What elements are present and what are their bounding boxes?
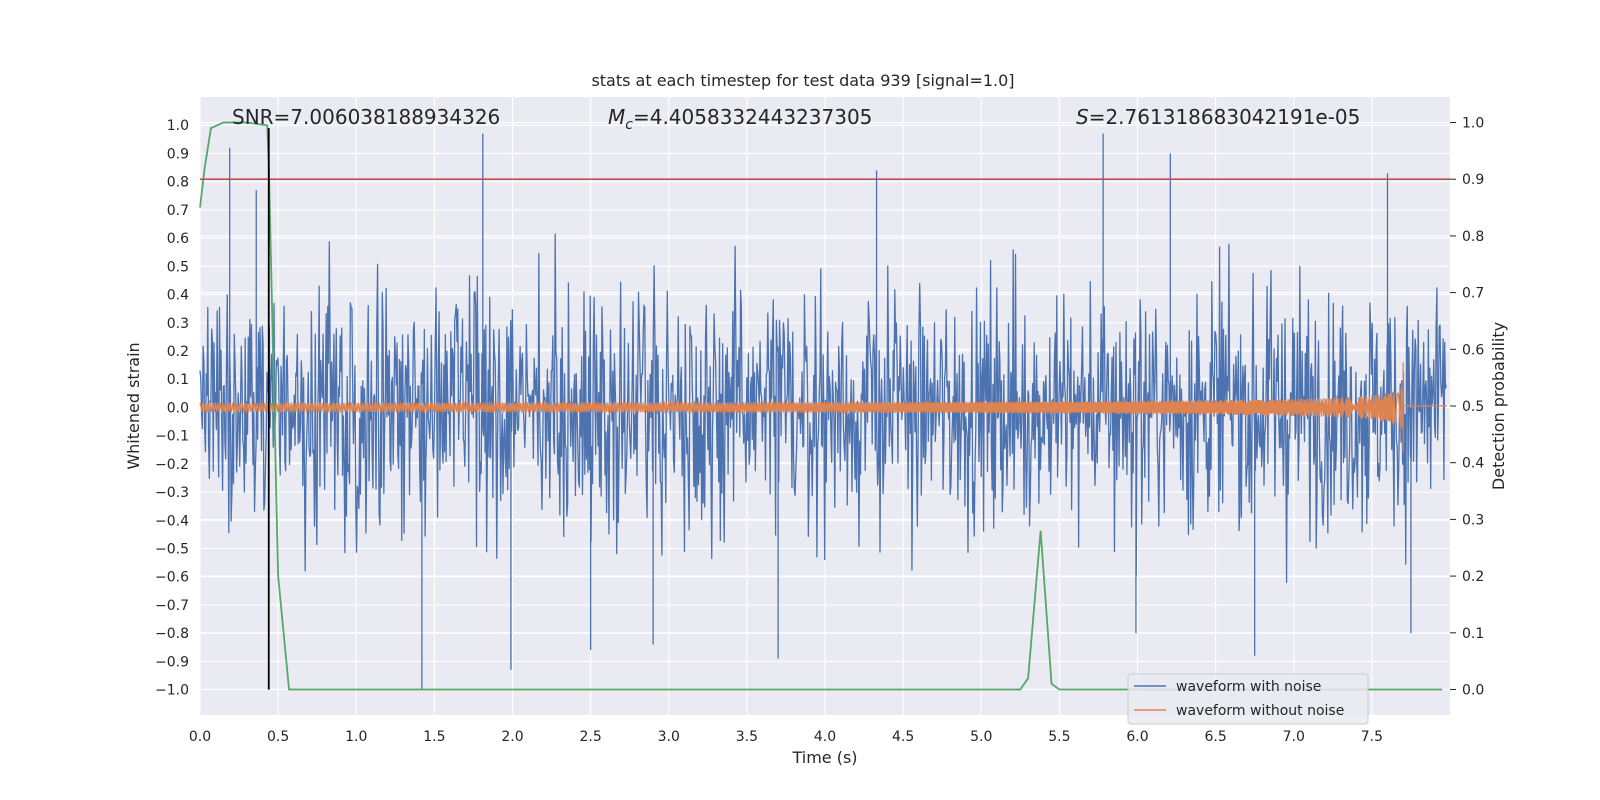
- y-right-tick-label: 0.3: [1462, 512, 1484, 528]
- y-left-tick-label: 1.0: [167, 118, 189, 134]
- y-left-tick-label: −0.6: [155, 570, 189, 586]
- x-tick-labels: 0.0 0.5 1.0 1.5 2.0 2.5 3.0 3.5 4.0 4.5 5.0 5.5 6.0 6…: [189, 729, 1383, 745]
- legend: waveform with noise waveform without noi…: [1127, 673, 1369, 725]
- y-right-axis-label: Detection probability: [1489, 322, 1508, 490]
- s-symbol: S: [1076, 105, 1089, 129]
- y-left-tick-label: 0.5: [167, 259, 189, 275]
- x-tick-label: 7.5: [1361, 729, 1383, 745]
- series-waveform-with-noise: [199, 133, 1447, 690]
- chart-title: stats at each timestep for test data 939…: [591, 71, 1014, 90]
- x-tick-label: 6.0: [1126, 729, 1148, 745]
- y-right-tick-label: 0.4: [1462, 456, 1484, 472]
- mc-subscript: c: [625, 117, 633, 133]
- y-left-tick-label: −0.3: [155, 485, 189, 501]
- y-right-tick-label: 0.8: [1462, 229, 1484, 245]
- y-left-tick-label: 0.2: [167, 344, 189, 360]
- y-right-tick-label: 0.0: [1462, 682, 1484, 698]
- x-tick-label: 7.0: [1283, 729, 1305, 745]
- x-tick-label: 4.5: [892, 729, 914, 745]
- snr-annotation: SNR=7.006038188934326: [232, 105, 500, 129]
- y-right-tick-label: 0.1: [1462, 626, 1484, 642]
- y-left-tick-label: 0.8: [167, 175, 189, 191]
- y-left-tick-label: 0.1: [167, 372, 189, 388]
- x-tick-label: 0.5: [267, 729, 289, 745]
- y-right-tick-label: 1.0: [1462, 116, 1484, 132]
- x-tick-label: 4.0: [814, 729, 836, 745]
- x-tick-label: 0.0: [189, 729, 211, 745]
- y-right-tick-labels: 1.0 0.9 0.8 0.7 0.6 0.5 0.4 0.3 0.2 0.1 0.0: [1450, 116, 1484, 698]
- mc-symbol: M: [608, 105, 625, 129]
- y-left-tick-label: −0.1: [155, 429, 189, 445]
- mc-value: =4.4058332443237305: [633, 105, 872, 129]
- y-left-tick-label: −0.9: [155, 654, 189, 670]
- mc-annotation: Mc=4.4058332443237305: [608, 105, 872, 133]
- y-right-tick-label: 0.7: [1462, 286, 1484, 302]
- x-tick-label: 2.0: [501, 729, 523, 745]
- s-value: =2.761318683042191e-05: [1089, 105, 1361, 129]
- y-left-tick-label: 0.7: [167, 203, 189, 219]
- x-tick-label: 1.0: [345, 729, 367, 745]
- y-left-axis-label: Whitened strain: [124, 342, 143, 469]
- x-tick-label: 6.5: [1204, 729, 1226, 745]
- y-left-tick-label: 0.9: [167, 146, 189, 162]
- x-tick-label: 3.0: [658, 729, 680, 745]
- x-tick-label: 5.5: [1048, 729, 1070, 745]
- y-left-tick-label: −0.7: [155, 598, 189, 614]
- x-tick-label: 3.5: [736, 729, 758, 745]
- y-right-tick-label: 0.9: [1462, 172, 1484, 188]
- legend-label-waveform-without-noise: waveform without noise: [1176, 703, 1344, 719]
- series-waveform-without-noise: [199, 362, 1447, 453]
- legend-box: [1127, 673, 1369, 725]
- y-left-tick-label: 0.6: [167, 231, 189, 247]
- y-left-tick-label: −1.0: [155, 683, 189, 699]
- clean-waveform-path: [199, 362, 1447, 453]
- noise-waveform-path: [199, 133, 1447, 690]
- y-right-tick-label: 0.2: [1462, 569, 1484, 585]
- series-detection-probability: [199, 121, 1443, 691]
- y-right-tick-label: 0.5: [1462, 399, 1484, 415]
- y-left-tick-label: −0.4: [155, 513, 189, 529]
- x-tick-label: 5.0: [970, 729, 992, 745]
- detection-probability-path: [199, 121, 1443, 691]
- legend-label-waveform-with-noise: waveform with noise: [1176, 679, 1321, 695]
- y-left-tick-labels: 1.0 0.9 0.8 0.7 0.6 0.5 0.4 0.3 0.2 0.1 0.0 −0.1 −0.…: [155, 118, 189, 698]
- s-annotation: S=2.761318683042191e-05: [1076, 105, 1360, 129]
- x-tick-label: 1.5: [423, 729, 445, 745]
- y-left-tick-label: 0.0: [167, 400, 189, 416]
- annotations: SNR=7.006038188934326 Mc=4.4058332443237…: [232, 105, 1360, 133]
- x-axis-label: Time (s): [791, 748, 857, 767]
- y-right-tick-label: 0.6: [1462, 342, 1484, 358]
- y-left-tick-label: −0.8: [155, 626, 189, 642]
- y-left-tick-label: 0.4: [167, 288, 189, 304]
- y-left-tick-label: 0.3: [167, 316, 189, 332]
- y-left-tick-label: −0.5: [155, 542, 189, 558]
- y-left-tick-label: −0.2: [155, 457, 189, 473]
- x-tick-label: 2.5: [579, 729, 601, 745]
